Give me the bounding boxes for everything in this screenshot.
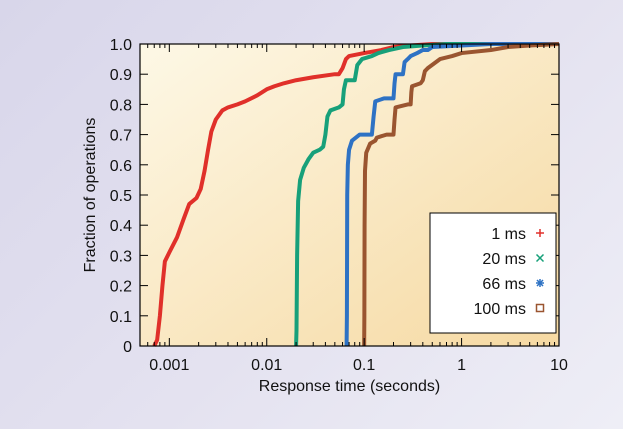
- legend-marker-4: [535, 303, 545, 313]
- y-tick-label: 0.8: [110, 97, 132, 114]
- legend-label-1: 1 ms: [491, 226, 526, 243]
- tick-labels: 0.001 0.01 0.1 1 10 0 0.1 0.2 0.3 0.4 0.5 0.6 0.7 0.8…: [110, 37, 568, 374]
- y-tick-label: 0.4: [110, 218, 132, 235]
- series-line-3: [344, 42, 559, 347]
- legend-label-3: 66 ms: [482, 276, 526, 293]
- x-axis-title: Response time (seconds): [259, 378, 440, 395]
- y-tick-label: 1.0: [110, 37, 132, 54]
- y-tick-label: 0.5: [110, 188, 132, 205]
- legend-label-4: 100 ms: [474, 301, 526, 318]
- legend-marker-3: [536, 279, 544, 287]
- y-tick-label: 0.2: [110, 279, 132, 296]
- x-tick-label: 0.001: [149, 357, 189, 374]
- legend: 1 ms 20 ms 66 ms 100 ms: [429, 212, 557, 334]
- x-tick-label: 0.01: [251, 357, 282, 374]
- legend-box: [429, 212, 557, 334]
- y-axis-title: Fraction of operations: [82, 118, 99, 273]
- y-tick-label: 0.1: [110, 309, 132, 326]
- y-tick-label: 0.9: [110, 67, 132, 84]
- y-tick-label: 0.6: [110, 158, 132, 175]
- x-tick-label: 0.1: [353, 357, 375, 374]
- y-tick-label: 0.3: [110, 248, 132, 265]
- legend-marker-2: [535, 253, 545, 263]
- series-layer: [152, 42, 560, 347]
- y-tick-label: 0.7: [110, 128, 132, 145]
- legend-marker-1: [536, 229, 544, 237]
- series-line-1: [152, 42, 559, 347]
- legend-label-2: 20 ms: [482, 251, 526, 268]
- x-tick-label: 1: [457, 357, 466, 374]
- x-tick-label: 10: [550, 357, 568, 374]
- series-line-4: [362, 42, 560, 347]
- plot-frame: [139, 43, 560, 347]
- y-tick-label: 0: [123, 339, 132, 356]
- series-line-2: [294, 42, 559, 347]
